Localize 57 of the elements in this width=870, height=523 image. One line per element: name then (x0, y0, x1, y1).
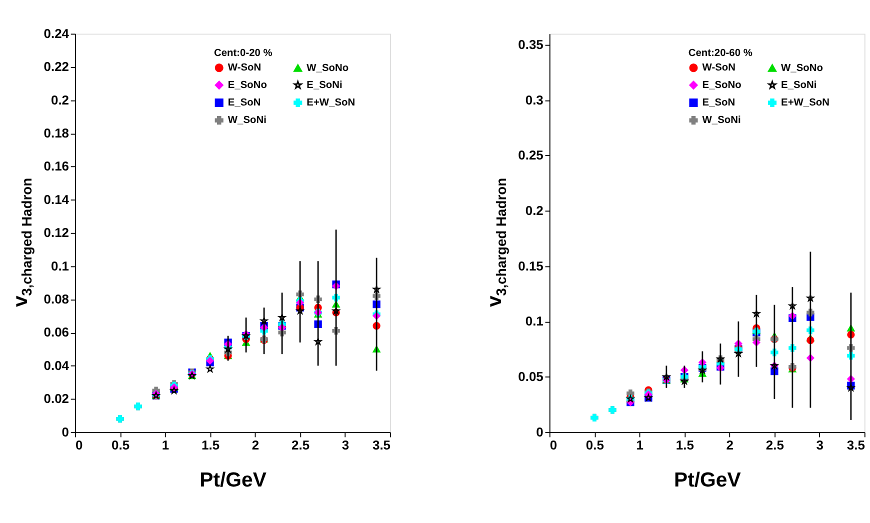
x-tick-label: 0 (550, 437, 558, 452)
y-tick-label: 0.12 (44, 225, 70, 240)
y-tick-label: 0.16 (44, 158, 70, 174)
y-tick-label: 0.1 (50, 258, 70, 274)
legend-label: E_SoN (228, 98, 261, 109)
y-tick-label: 0.35 (518, 36, 544, 52)
y-tick-label: 0.1 (525, 314, 544, 329)
legend-label: E+W_SoN (306, 98, 356, 109)
y-tick-label: 0 (536, 424, 544, 440)
x-tick-label: 2 (726, 437, 734, 452)
legend-label: E_SoNi (781, 80, 817, 91)
legend-label: W-SoN (228, 62, 262, 74)
x-tick-label: 0.5 (112, 437, 130, 452)
legend-label: E_SoN (702, 98, 736, 109)
x-axis-title: Pt/GeV (200, 469, 267, 492)
x-tick-label: 1 (162, 437, 170, 452)
x-tick-label: 2 (252, 437, 260, 452)
x-tick-label: 1 (636, 437, 644, 452)
x-tick-label: 3.5 (846, 437, 865, 452)
legend-label: W_SoNo (781, 62, 823, 74)
legend-label: E_SoNo (228, 80, 267, 91)
legend-label: E+W_SoN (781, 98, 830, 109)
y-tick-label: 0.3 (525, 92, 544, 108)
x-tick-label: 2.5 (766, 437, 784, 452)
y-axis-title: v3,charged Hadron (10, 178, 34, 308)
y-tick-label: 0.06 (44, 324, 70, 340)
legend-label: W_SoNi (228, 115, 267, 126)
x-tick-label: 0 (76, 437, 83, 452)
x-tick-label: 1.5 (676, 437, 694, 452)
x-tick-label: 1.5 (202, 437, 220, 452)
y-tick-label: 0.22 (44, 59, 70, 74)
legend-label: E_SoNo (702, 80, 742, 91)
y-tick-label: 0.08 (44, 291, 70, 306)
legend-title: Cent:0-20 % (214, 48, 272, 59)
legend-label: W_SoNo (306, 62, 349, 74)
y-tick-label: 0.02 (44, 391, 70, 406)
y-tick-label: 0.04 (44, 358, 70, 373)
x-tick-label: 0.5 (586, 437, 604, 452)
legend-label: E_SoNi (306, 80, 343, 91)
x-tick-label: 3 (816, 437, 824, 452)
y-tick-label: 0.24 (44, 26, 70, 41)
legend-label: W_SoNi (702, 115, 741, 126)
y-axis-title: v3,charged Hadron (484, 178, 509, 308)
y-tick-label: 0.15 (518, 258, 544, 274)
x-tick-label: 2.5 (292, 437, 310, 452)
x-axis-title: Pt/GeV (674, 469, 742, 492)
y-tick-label: 0.05 (518, 368, 544, 384)
y-tick-label: 0 (62, 424, 70, 440)
x-tick-label: 3 (342, 437, 350, 452)
legend-label: W-SoN (702, 62, 736, 74)
y-tick-label: 0.14 (44, 192, 70, 207)
y-tick-label: 0.2 (525, 202, 544, 218)
x-tick-label: 3.5 (372, 437, 391, 452)
y-tick-label: 0.2 (50, 92, 70, 108)
y-tick-label: 0.18 (44, 125, 70, 140)
legend-title: Cent:20-60 % (688, 48, 752, 59)
y-tick-label: 0.25 (518, 148, 544, 163)
